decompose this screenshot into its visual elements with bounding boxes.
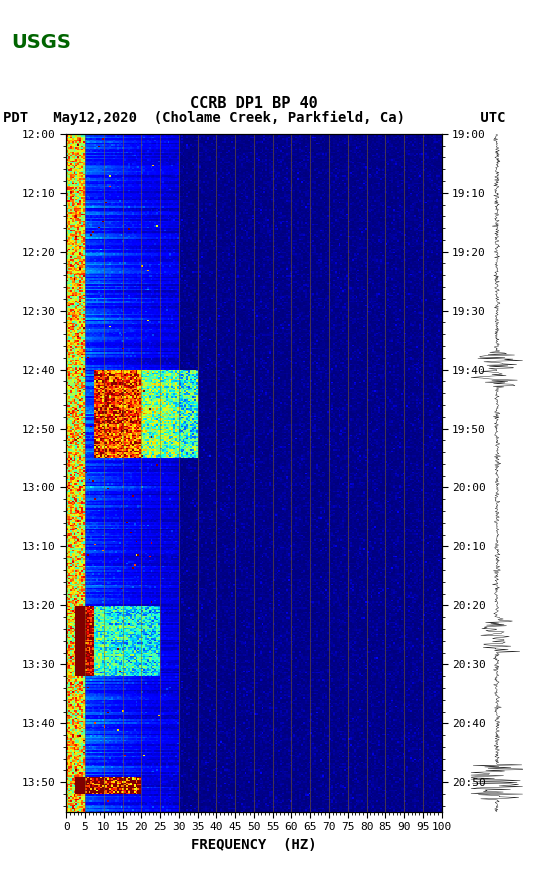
X-axis label: FREQUENCY  (HZ): FREQUENCY (HZ) — [191, 838, 317, 852]
Text: PDT   May12,2020  (Cholame Creek, Parkfield, Ca)         UTC: PDT May12,2020 (Cholame Creek, Parkfield… — [3, 111, 505, 125]
Text: CCRB DP1 BP 40: CCRB DP1 BP 40 — [190, 96, 318, 112]
Text: USGS: USGS — [11, 33, 71, 52]
